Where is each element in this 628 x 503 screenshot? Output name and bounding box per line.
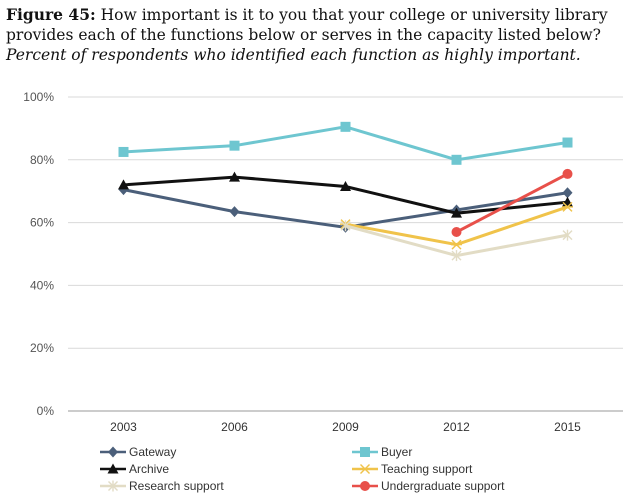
- data-point: [562, 187, 573, 199]
- figure-subtitle: Percent of respondents who identified ea…: [6, 46, 581, 64]
- data-point: [108, 446, 118, 458]
- y-tick-label: 60%: [30, 216, 54, 230]
- legend-item: Teaching support: [352, 462, 473, 476]
- data-point: [451, 207, 462, 218]
- data-point: [229, 206, 240, 218]
- legend-item: Gateway: [100, 445, 176, 459]
- data-point: [562, 168, 573, 179]
- legend-item: Buyer: [352, 445, 412, 459]
- figure-label: Figure 45:: [6, 5, 96, 24]
- y-tick-label: 100%: [23, 90, 54, 104]
- legend-label: Buyer: [381, 445, 412, 459]
- y-tick-label: 0%: [37, 404, 55, 418]
- x-tick-label: 2015: [554, 420, 581, 434]
- legend-label: Teaching support: [381, 462, 473, 476]
- series-buyer: [118, 121, 573, 165]
- data-point: [108, 480, 118, 492]
- y-tick-label: 20%: [30, 341, 54, 355]
- x-tick-label: 2009: [332, 420, 359, 434]
- data-point: [359, 464, 371, 474]
- data-point: [451, 154, 462, 165]
- legend-label: Gateway: [129, 445, 176, 459]
- legend-label: Research support: [129, 479, 224, 493]
- y-tick-label: 80%: [30, 153, 54, 167]
- data-point: [360, 481, 370, 491]
- x-tick-label: 2003: [110, 420, 137, 434]
- data-point: [562, 137, 573, 148]
- data-point: [107, 463, 119, 474]
- data-point: [229, 171, 240, 182]
- y-tick-label: 40%: [30, 278, 54, 292]
- figure-question: How important is it to you that your col…: [6, 6, 608, 44]
- data-point: [360, 447, 370, 457]
- data-point: [229, 140, 240, 151]
- legend-label: Archive: [129, 462, 169, 476]
- data-point: [118, 179, 129, 190]
- figure-caption: Figure 45: How important is it to you th…: [6, 5, 624, 65]
- data-point: [562, 229, 573, 241]
- series-research-support: [340, 220, 573, 262]
- legend: Gateway Buyer Archive Teaching support Resea…: [100, 445, 505, 493]
- series-archive: [118, 171, 573, 218]
- data-point: [340, 220, 351, 232]
- data-point: [562, 201, 573, 212]
- data-point: [340, 180, 351, 191]
- x-tick-label: 2006: [221, 420, 248, 434]
- series-line: [455, 172, 569, 234]
- legend-item: Archive: [100, 462, 169, 476]
- data-point: [451, 250, 462, 262]
- data-point: [451, 227, 462, 238]
- data-point: [118, 146, 129, 157]
- series-undergraduate-support: [451, 168, 573, 238]
- legend-item: Undergraduate support: [352, 479, 505, 493]
- data-point: [451, 239, 462, 250]
- data-point: [340, 121, 351, 132]
- legend-label: Undergraduate support: [381, 479, 505, 493]
- x-tick-label: 2012: [443, 420, 470, 434]
- legend-item: Research support: [100, 479, 224, 493]
